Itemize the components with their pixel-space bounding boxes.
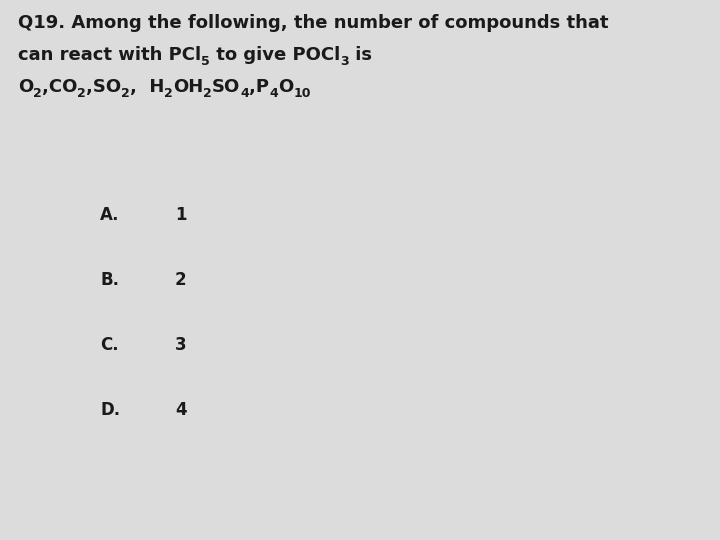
Text: O: O — [18, 78, 33, 96]
Text: SO: SO — [212, 78, 240, 96]
Text: O: O — [278, 78, 293, 96]
Text: is: is — [348, 46, 372, 64]
Text: OH: OH — [173, 78, 203, 96]
Text: Q19. Among the following, the number of compounds that: Q19. Among the following, the number of … — [18, 14, 608, 32]
Text: 2: 2 — [77, 87, 86, 100]
Text: ,SO: ,SO — [86, 78, 121, 96]
Text: 2: 2 — [33, 87, 42, 100]
Text: can react with PCl: can react with PCl — [18, 46, 201, 64]
Text: 3: 3 — [340, 55, 348, 68]
Text: 2: 2 — [164, 87, 173, 100]
Text: 1: 1 — [175, 206, 186, 224]
Text: to give POCl: to give POCl — [210, 46, 340, 64]
Text: ,  H: , H — [130, 78, 164, 96]
Text: 2: 2 — [121, 87, 130, 100]
Text: ,CO: ,CO — [42, 78, 77, 96]
Text: A.: A. — [100, 206, 120, 224]
Text: 4: 4 — [269, 87, 278, 100]
Text: 10: 10 — [293, 87, 310, 100]
Text: C.: C. — [100, 336, 119, 354]
Text: 3: 3 — [175, 336, 186, 354]
Text: ,P: ,P — [249, 78, 269, 96]
Text: D.: D. — [100, 401, 120, 419]
Text: 4: 4 — [175, 401, 186, 419]
Text: B.: B. — [100, 271, 119, 289]
Text: 2: 2 — [203, 87, 212, 100]
Text: 5: 5 — [201, 55, 210, 68]
Text: 2: 2 — [175, 271, 186, 289]
Text: 4: 4 — [240, 87, 249, 100]
